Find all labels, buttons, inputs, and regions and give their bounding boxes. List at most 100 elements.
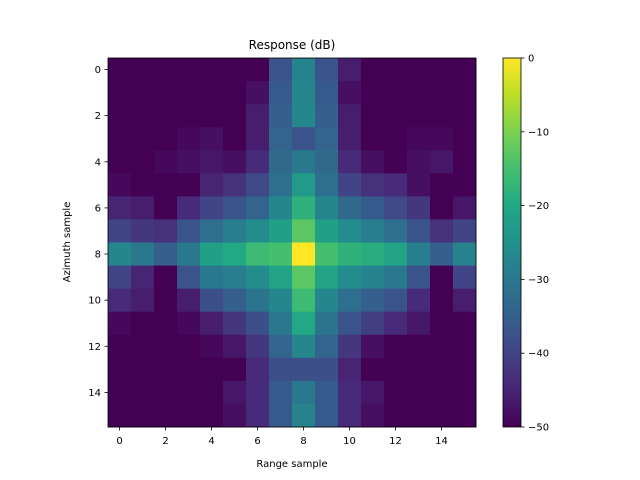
heatmap-cell: [407, 311, 431, 336]
heatmap-cell: [453, 403, 477, 428]
heatmap-cell: [108, 403, 132, 428]
heatmap-cell: [315, 403, 339, 428]
heatmap-cell: [430, 58, 454, 82]
heatmap-cell: [315, 173, 339, 197]
heatmap-cell: [108, 288, 132, 313]
heatmap-cell: [223, 196, 247, 220]
heatmap-cell: [430, 104, 454, 128]
heatmap-cell: [292, 219, 316, 243]
heatmap-cell: [453, 127, 477, 151]
x-axis-label: Range sample: [256, 459, 327, 470]
heatmap-cell: [453, 104, 477, 128]
heatmap-cell: [131, 104, 155, 128]
heatmap-cell: [269, 311, 293, 336]
x-tick-label: 4: [208, 436, 214, 447]
heatmap-cell: [315, 219, 339, 243]
heatmap-cell: [453, 242, 477, 266]
heatmap-cell: [407, 104, 431, 128]
heatmap-cell: [154, 242, 178, 266]
heatmap-cell: [223, 357, 247, 382]
heatmap-cell: [407, 219, 431, 243]
heatmap-cell: [407, 265, 431, 290]
heatmap-cell: [154, 81, 178, 105]
heatmap-cell: [269, 403, 293, 428]
heatmap-cell: [269, 334, 293, 359]
heatmap-cell: [384, 242, 408, 266]
heatmap-cell: [338, 311, 362, 336]
heatmap-cell: [223, 403, 247, 428]
heatmap-cell: [223, 58, 247, 82]
heatmap-cell: [361, 357, 385, 382]
heatmap-cell: [430, 196, 454, 220]
heatmap-cell: [430, 173, 454, 197]
heatmap-cell: [338, 380, 362, 405]
chart-title: Response (dB): [249, 38, 336, 52]
heatmap-cell: [384, 104, 408, 128]
heatmap-cell: [430, 81, 454, 105]
x-tick-label: 0: [116, 436, 122, 447]
heatmap-cell: [108, 334, 132, 359]
heatmap-cell: [361, 219, 385, 243]
heatmap-cell: [453, 81, 477, 105]
heatmap-cell: [384, 380, 408, 405]
heatmap-cell: [361, 403, 385, 428]
heatmap-cell: [361, 288, 385, 313]
heatmap-cell: [177, 173, 201, 197]
colorbar-tick-label: −40: [528, 349, 549, 360]
heatmap-cell: [315, 150, 339, 174]
heatmap-cell: [246, 219, 270, 243]
x-tick-label: 6: [254, 436, 260, 447]
heatmap-cell: [131, 288, 155, 313]
y-tick-label: 2: [95, 111, 101, 122]
heatmap-cell: [200, 196, 224, 220]
y-tick-label: 12: [88, 342, 101, 353]
plot-frame: [107, 57, 477, 428]
heatmap-cell: [108, 81, 132, 105]
heatmap-cell: [108, 380, 132, 405]
heatmap-cell: [269, 58, 293, 82]
heatmap-cell: [453, 265, 477, 290]
heatmap-cell: [292, 288, 316, 313]
heatmap-cell: [315, 357, 339, 382]
heatmap-cell: [361, 127, 385, 151]
heatmap-cell: [315, 104, 339, 128]
heatmap-cell: [453, 58, 477, 82]
heatmap-cell: [292, 104, 316, 128]
heatmap-cell: [177, 219, 201, 243]
heatmap-cell: [292, 196, 316, 220]
heatmap-cell: [453, 196, 477, 220]
x-tick-label: 10: [343, 436, 356, 447]
heatmap-cell: [269, 265, 293, 290]
heatmap-cell: [361, 173, 385, 197]
heatmap-cell: [338, 242, 362, 266]
heatmap-cell: [154, 311, 178, 336]
heatmap-cell: [453, 173, 477, 197]
heatmap-cell: [246, 104, 270, 128]
heatmap-cell: [131, 150, 155, 174]
heatmap-cell: [292, 380, 316, 405]
heatmap-cell: [315, 242, 339, 266]
y-tick-label: 14: [88, 388, 101, 399]
heatmap-cell: [338, 127, 362, 151]
heatmap-cell: [384, 173, 408, 197]
heatmap-cell: [131, 380, 155, 405]
heatmap-cell: [407, 81, 431, 105]
heatmap-cell: [407, 357, 431, 382]
heatmap-cell: [108, 219, 132, 243]
heatmap-cell: [384, 127, 408, 151]
heatmap-cell: [200, 288, 224, 313]
heatmap-cell: [453, 380, 477, 405]
heatmap-cell: [430, 150, 454, 174]
heatmap-cell: [177, 104, 201, 128]
heatmap-cell: [361, 380, 385, 405]
heatmap-cell: [292, 403, 316, 428]
heatmap-cell: [131, 403, 155, 428]
heatmap-cell: [154, 150, 178, 174]
heatmap-cell: [407, 58, 431, 82]
heatmap-cell: [407, 380, 431, 405]
heatmap-cell: [200, 81, 224, 105]
heatmap-cell: [223, 380, 247, 405]
heatmap-cell: [361, 334, 385, 359]
heatmap-cell: [154, 380, 178, 405]
